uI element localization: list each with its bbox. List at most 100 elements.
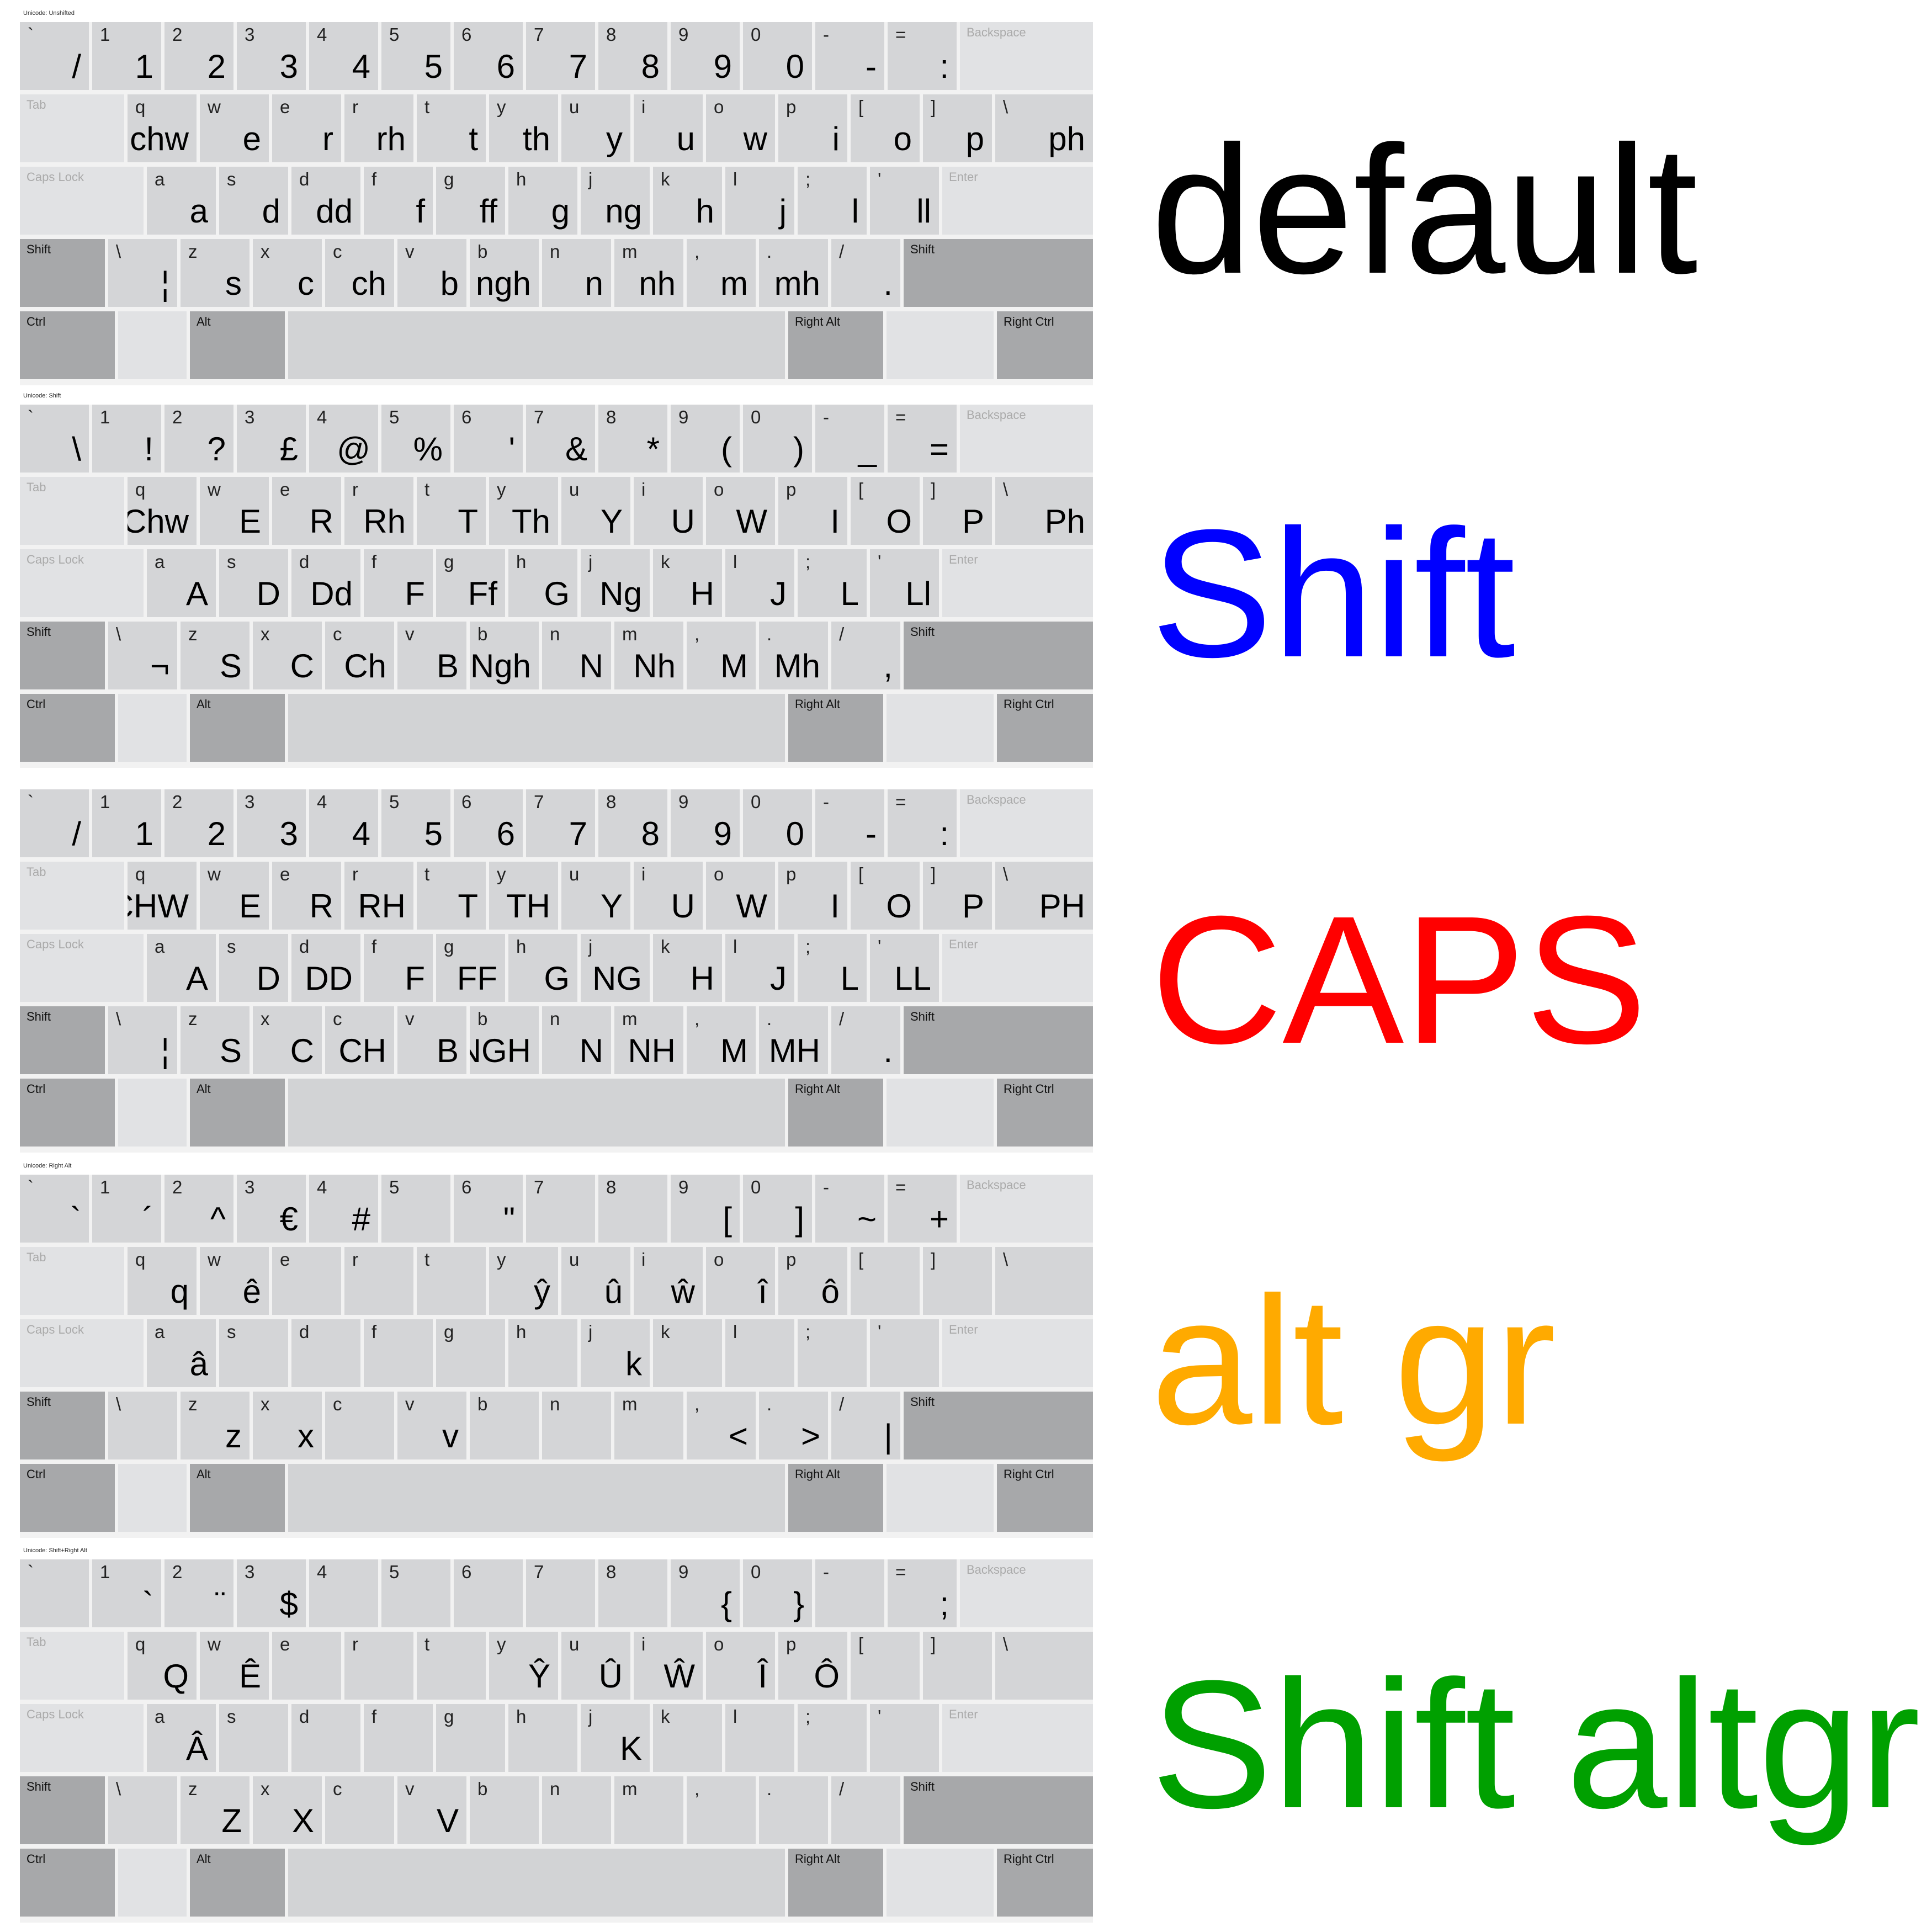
tab-key[interactable]: Tab (20, 1247, 124, 1315)
space-bar[interactable] (288, 1849, 785, 1917)
key[interactable]: ] (923, 1247, 992, 1315)
key[interactable]: \ PH (995, 862, 1093, 930)
right-ctrl-key[interactable]: Right Ctrl (997, 694, 1093, 762)
blank-key[interactable] (118, 311, 187, 379)
right-ctrl-key[interactable]: Right Ctrl (997, 1849, 1093, 1917)
key[interactable]: ; L (798, 934, 867, 1002)
key[interactable]: r Rh (344, 477, 413, 545)
space-bar[interactable] (288, 694, 785, 762)
shift-key[interactable]: Shift (20, 1392, 105, 1459)
key[interactable]: - ~ (815, 1175, 884, 1243)
key[interactable]: 1! (92, 405, 161, 473)
key[interactable]: \ (995, 1247, 1093, 1315)
right-shift-key[interactable]: Shift (904, 1392, 1093, 1459)
key[interactable]: h (508, 1704, 577, 1772)
key[interactable]: g (436, 1319, 505, 1387)
key[interactable]: =: (888, 22, 957, 90)
key[interactable]: j ng (581, 167, 650, 235)
key[interactable]: k (653, 1704, 722, 1772)
key[interactable]: ' ll (870, 167, 939, 235)
key[interactable]: l (725, 1704, 794, 1772)
key[interactable]: ` ` (20, 1175, 89, 1243)
key[interactable]: ] P (923, 862, 992, 930)
right-ctrl-key[interactable]: Right Ctrl (997, 311, 1093, 379)
key[interactable]: s (219, 1319, 288, 1387)
backspace-key[interactable]: Backspace (960, 1559, 1093, 1627)
key[interactable]: 3 € (237, 1175, 306, 1243)
key[interactable]: t (417, 1632, 486, 1700)
enter-key[interactable]: Enter (942, 934, 1093, 1002)
backspace-key[interactable]: Backspace (960, 22, 1093, 90)
caps-lock-key[interactable]: Caps Lock (20, 1319, 144, 1387)
key[interactable]: . > (759, 1392, 828, 1459)
key[interactable]: c CH (325, 1006, 394, 1074)
key[interactable]: e (272, 1247, 341, 1315)
key[interactable]: 4 @ (309, 405, 378, 473)
key[interactable]: c (325, 1776, 394, 1844)
key[interactable]: /, (831, 622, 900, 689)
key[interactable]: =; (888, 1559, 957, 1627)
ctrl-key[interactable]: Ctrl (20, 1849, 115, 1917)
alt-key[interactable]: Alt (190, 1849, 285, 1917)
key[interactable]: ` / (20, 789, 89, 857)
caps-lock-key[interactable]: Caps Lock (20, 549, 144, 617)
ctrl-key[interactable]: Ctrl (20, 311, 115, 379)
key[interactable]: j Ng (581, 549, 650, 617)
enter-key[interactable]: Enter (942, 549, 1093, 617)
right-ctrl-key[interactable]: Right Ctrl (997, 1079, 1093, 1147)
key[interactable]: y TH (489, 862, 558, 930)
key[interactable]: ] P (923, 477, 992, 545)
key[interactable]: l (725, 1319, 794, 1387)
key[interactable]: n (542, 1776, 611, 1844)
key[interactable]: ; (798, 1319, 867, 1387)
key[interactable]: ,m (687, 239, 756, 307)
key[interactable]: m Nh (614, 622, 683, 689)
key[interactable]: ` \ (20, 405, 89, 473)
key[interactable]: d dd (291, 167, 360, 235)
key[interactable]: b Ngh (470, 622, 539, 689)
key[interactable]: ; (798, 1704, 867, 1772)
key[interactable]: g Ff (436, 549, 505, 617)
alt-key[interactable]: Alt (190, 1464, 285, 1532)
caps-lock-key[interactable]: Caps Lock (20, 1704, 144, 1772)
key[interactable]: 2 ¨ (164, 1559, 233, 1627)
key[interactable]: 1 ` (92, 1559, 161, 1627)
key[interactable]: ] (923, 1632, 992, 1700)
key[interactable]: d Dd (291, 549, 360, 617)
key[interactable]: 9( (671, 405, 740, 473)
blank-key[interactable] (118, 1079, 187, 1147)
key[interactable]: h (508, 1319, 577, 1387)
